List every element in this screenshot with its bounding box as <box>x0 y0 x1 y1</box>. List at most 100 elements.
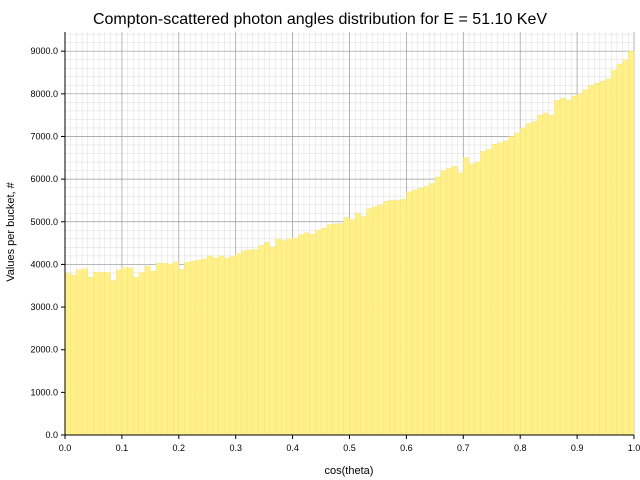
histogram-bar <box>110 280 117 436</box>
histogram-bar <box>315 230 322 436</box>
histogram-bar <box>355 213 362 436</box>
histogram-bar <box>605 78 612 436</box>
histogram-bar <box>298 234 305 436</box>
histogram-bar <box>224 257 231 436</box>
y-axis-label: Values per bucket, # <box>5 181 17 281</box>
axes <box>61 32 635 439</box>
histogram-bar <box>172 261 179 436</box>
histogram-bar <box>218 255 225 436</box>
histogram-bar <box>366 208 373 436</box>
histogram-bar <box>463 157 470 436</box>
histogram-bar <box>594 83 601 436</box>
histogram-bar <box>599 80 606 436</box>
histogram-bar <box>138 272 145 436</box>
histogram-bar <box>326 224 333 436</box>
histogram-bar <box>537 115 544 436</box>
histogram-bar <box>309 233 316 436</box>
histogram-bar <box>201 258 208 436</box>
histogram-bar <box>502 140 509 436</box>
histogram-bar <box>246 249 253 436</box>
histogram-bar <box>406 191 413 436</box>
histogram-bar <box>372 206 379 436</box>
x-tick-label: 0.0 <box>59 443 72 453</box>
y-tick-label: 0.0 <box>45 430 58 440</box>
histogram-bar <box>195 260 202 436</box>
histogram-bar <box>451 166 458 436</box>
histogram-bar <box>337 223 344 436</box>
histogram-bar <box>440 170 447 436</box>
histogram-bar <box>127 267 134 436</box>
histogram-bar <box>485 149 492 436</box>
histogram-bar <box>554 100 561 436</box>
histogram-bar <box>98 271 105 436</box>
histogram-bar <box>480 151 487 436</box>
y-tick-label: 7000.0 <box>30 131 58 141</box>
histogram-bar <box>349 219 356 436</box>
histogram-bar <box>269 246 276 436</box>
x-tick-label: 0.9 <box>571 443 584 453</box>
histogram-bar <box>275 238 282 436</box>
histogram-bar <box>628 51 635 436</box>
histogram-bar <box>468 164 475 436</box>
y-tick-label: 5000.0 <box>30 217 58 227</box>
tick-labels: 0.0 0.1 0.2 0.3 0.4 0.5 0.6 0.7 0.8 0.9 1.0 0.0 1000… <box>30 46 640 453</box>
histogram-bar <box>93 271 100 436</box>
histogram-bar <box>497 142 504 436</box>
histogram-bar <box>525 123 532 436</box>
histogram-bar <box>457 172 464 436</box>
histogram-bar <box>286 238 293 436</box>
histogram-bar <box>87 277 94 436</box>
histogram-bar <box>389 200 396 436</box>
x-tick-label: 0.3 <box>229 443 242 453</box>
histogram-bar <box>263 242 270 436</box>
x-axis-label: cos(theta) <box>325 465 374 477</box>
histogram-bar <box>377 204 384 436</box>
histogram-bar <box>281 240 288 436</box>
histogram-bar <box>64 272 71 436</box>
histogram-bar <box>184 262 191 436</box>
x-tick-label: 0.2 <box>173 443 186 453</box>
histogram-bar <box>303 232 310 436</box>
histogram-bar <box>588 85 595 436</box>
histogram-bar <box>576 93 583 436</box>
histogram-bar <box>542 112 549 436</box>
histogram-bar <box>167 263 174 436</box>
x-tick-label: 0.8 <box>514 443 527 453</box>
histogram-bar <box>394 199 401 436</box>
x-tick-label: 1.0 <box>628 443 640 453</box>
histogram-bar <box>383 201 390 436</box>
histogram-bar <box>514 132 521 436</box>
histogram-bar <box>212 257 219 436</box>
x-tick-label: 0.1 <box>116 443 129 453</box>
histogram-bar <box>229 256 236 436</box>
histogram-bar <box>332 223 339 436</box>
y-tick-label: 9000.0 <box>30 46 58 56</box>
x-tick-label: 0.4 <box>286 443 299 453</box>
histogram-bar <box>190 260 197 436</box>
histogram-bar <box>360 216 367 436</box>
histogram-bar <box>81 268 88 436</box>
x-tick-label: 0.5 <box>343 443 356 453</box>
histogram-bar <box>241 250 248 436</box>
y-tick-label: 1000.0 <box>30 387 58 397</box>
y-tick-label: 8000.0 <box>30 89 58 99</box>
histogram-bar <box>76 269 83 436</box>
histogram-bar <box>531 121 538 436</box>
histogram-bar <box>559 97 566 436</box>
histogram-bar <box>161 262 168 436</box>
histogram-bar <box>133 277 140 436</box>
chart-title: Compton-scattered photon angles distribu… <box>93 11 547 28</box>
histogram-bar <box>411 189 418 436</box>
histogram-bar <box>155 262 162 436</box>
y-tick-label: 3000.0 <box>30 302 58 312</box>
histogram-bar <box>491 144 498 436</box>
histogram-bar <box>508 136 515 436</box>
histogram-bar <box>565 100 572 436</box>
histogram-bar <box>292 237 299 436</box>
histogram-bar <box>235 253 242 436</box>
y-tick-label: 2000.0 <box>30 345 58 355</box>
histogram-bar <box>417 187 424 436</box>
histogram-bar <box>520 127 527 436</box>
histogram-bar <box>150 271 157 436</box>
